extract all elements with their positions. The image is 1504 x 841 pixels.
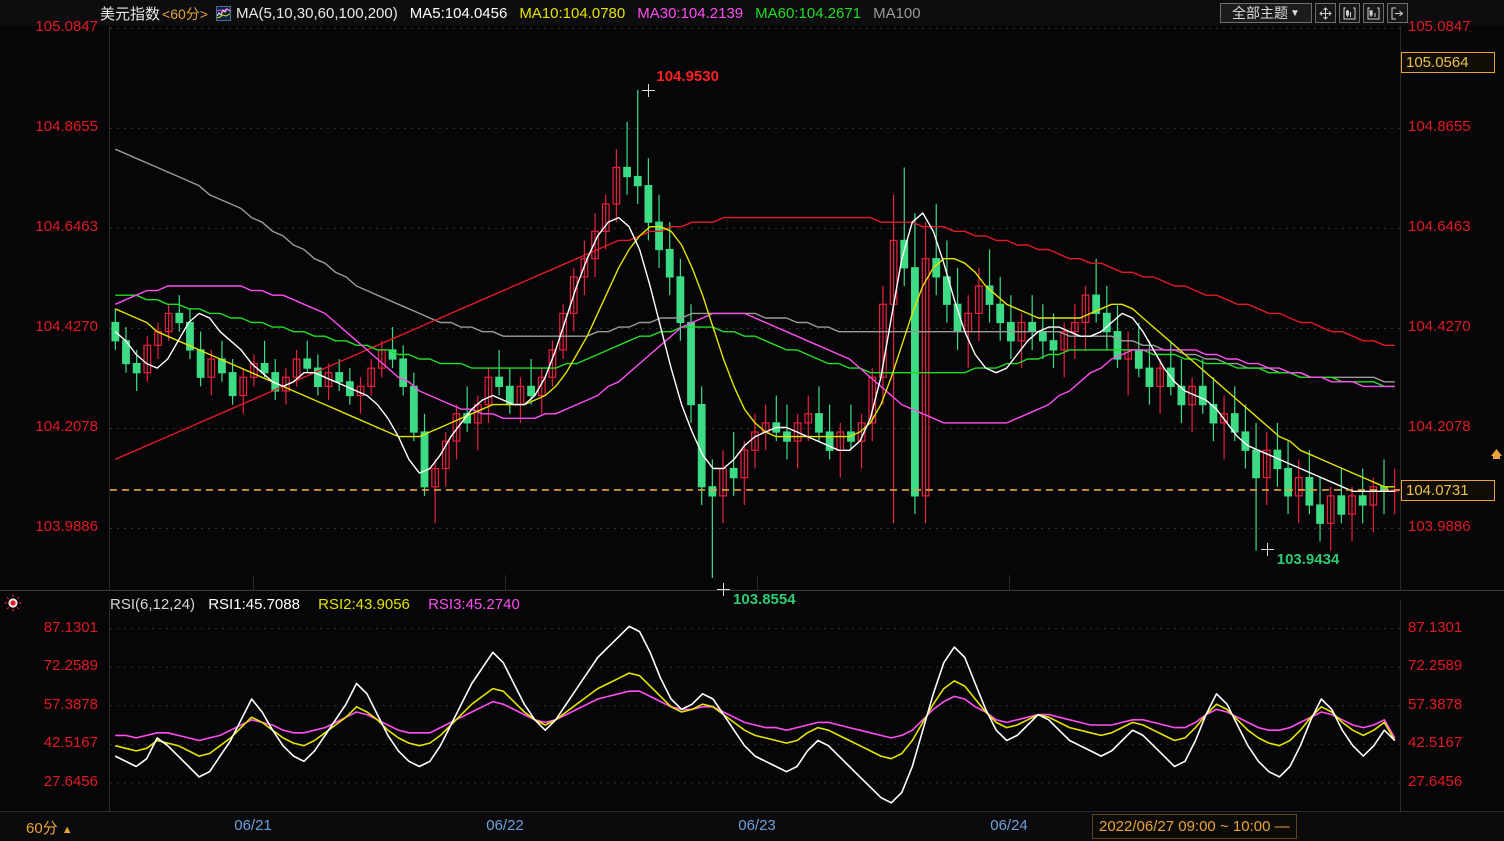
- ma10-value: MA10:104.0780: [519, 5, 626, 22]
- ma-chart-icon[interactable]: [215, 6, 231, 21]
- axis-tick-left-2: 57.3878: [43, 695, 98, 713]
- arrow-out-icon: [1391, 7, 1404, 20]
- axis-tick-left-5: 103.9886: [35, 518, 98, 536]
- axis-tick-left-3: 104.4270: [35, 318, 98, 336]
- expand-right-button[interactable]: [1387, 3, 1408, 23]
- ma5-value: MA5:104.0456: [409, 5, 508, 22]
- rsi-axis-right[interactable]: 87.1301 72.2589 57.3878 42.5167 27.6456: [1400, 600, 1504, 808]
- rsi2-value: RSI2:43.9056: [318, 596, 410, 613]
- axis-tick-right-0: 87.1301: [1408, 618, 1463, 636]
- time-range-badge: 2022/06/27 09:00 ~ 10:00 —: [1092, 814, 1297, 839]
- rsi-params-label: RSI(6,12,24): [110, 596, 196, 613]
- rsi3-value: RSI3:45.2740: [428, 596, 520, 613]
- axis-tick-left-1: 72.2589: [43, 657, 98, 675]
- date-tick-2: 06/23: [738, 817, 776, 834]
- date-gridline-2: [757, 575, 758, 591]
- price-axis-right[interactable]: 105.0847 104.8655 104.6463 104.4270 104.2078…: [1400, 18, 1504, 578]
- theme-dropdown[interactable]: 全部主题 ▼: [1220, 3, 1312, 23]
- period-label: 60分: [26, 820, 58, 837]
- axis-tick-left-4: 104.2078: [35, 418, 98, 436]
- date-gridline-1: [505, 575, 506, 591]
- last-price-arrow-icon: [1489, 447, 1504, 462]
- rsi-left-border: [109, 600, 110, 812]
- status-bar: 60分 ▲ 2022/06/27 09:00 ~ 10:00 — 06/21 06/…: [0, 812, 1504, 841]
- align-left-button[interactable]: [1363, 3, 1384, 23]
- price-chart-plot[interactable]: [110, 26, 1400, 578]
- panel-divider: [0, 590, 1504, 591]
- axis-tick-right-3: 104.4270: [1408, 318, 1471, 336]
- last-price-badge: 104.0731: [1401, 479, 1495, 501]
- date-gridline-3: [1009, 575, 1010, 591]
- rsi-legend: RSI(6,12,24) RSI1:45.7088 RSI2:43.9056 R…: [110, 596, 520, 613]
- triangle-up-icon: ▲: [61, 824, 73, 836]
- move-crosshair-button[interactable]: [1315, 3, 1336, 23]
- chevron-down-icon: ▼: [1290, 7, 1300, 19]
- high-marker-crosshair-icon: [642, 83, 656, 97]
- low-marker-crosshair-icon: [717, 583, 731, 597]
- indicator-legend: 美元指数 <60分> MA(5,10,30,60,100,200) MA5:10…: [100, 3, 933, 24]
- ma-params-label: MA(5,10,30,60,100,200): [235, 5, 398, 22]
- axis-tick-left-0: 105.0847: [35, 18, 98, 36]
- symbol-period: <60分>: [162, 5, 208, 22]
- chart-header: 美元指数 <60分> MA(5,10,30,60,100,200) MA5:10…: [0, 0, 1504, 26]
- plot-right-border: [1400, 26, 1401, 591]
- date-gridline-0: [253, 575, 254, 591]
- axis-tick-left-4: 27.6456: [43, 772, 98, 790]
- high-price-marker: 104.9530: [656, 67, 719, 85]
- symbol-name: 美元指数: [100, 6, 161, 23]
- zoom-region-button[interactable]: [1339, 3, 1360, 23]
- rsi-svg: [110, 625, 1400, 804]
- axis-tick-right-4: 104.2078: [1408, 418, 1471, 436]
- theme-dropdown-value: 全部主题: [1232, 5, 1289, 21]
- period-selector[interactable]: 60分 ▲: [26, 817, 73, 838]
- status-top-border: [0, 811, 1504, 812]
- axis-tick-left-0: 87.1301: [43, 618, 98, 636]
- price-axis-left[interactable]: 105.0847 104.8655 104.6463 104.4270 104.2078…: [0, 18, 104, 578]
- low-price-marker: 103.8554: [733, 591, 796, 609]
- axis-tick-left-3: 42.5167: [43, 734, 98, 752]
- rsi1-value: RSI1:45.7088: [208, 596, 300, 613]
- price-svg: [110, 27, 1400, 578]
- axis-tick-right-0: 105.0847: [1408, 18, 1471, 36]
- date-tick-3: 06/24: [990, 817, 1028, 834]
- chart-bracket-icon: [1343, 7, 1356, 20]
- move-arrows-icon: [1319, 6, 1332, 20]
- date-tick-0: 06/21: [234, 817, 272, 834]
- rsi-right-border: [1400, 600, 1401, 812]
- plot-left-border: [109, 26, 110, 591]
- ma60-value: MA60:104.2671: [755, 5, 862, 22]
- axis-tick-right-3: 42.5167: [1408, 734, 1463, 752]
- rsi-axis-left[interactable]: 87.1301 72.2589 57.3878 42.5167 27.6456: [0, 600, 104, 808]
- axis-tick-left-2: 104.6463: [35, 218, 98, 236]
- header-toolbar: 全部主题 ▼: [1220, 3, 1408, 23]
- low-marker-2-crosshair-icon: [1260, 543, 1274, 557]
- axis-tick-right-1: 104.8655: [1408, 118, 1471, 136]
- price-axis-top-badge: 105.0564: [1401, 52, 1495, 73]
- record-dot-icon[interactable]: [4, 594, 22, 612]
- rsi-chart-plot[interactable]: [110, 616, 1400, 808]
- axis-tick-right-5: 103.9886: [1408, 518, 1471, 536]
- axis-tick-right-2: 57.3878: [1408, 695, 1463, 713]
- low-price-marker-2: 103.9434: [1276, 551, 1340, 569]
- axis-tick-left-1: 104.8655: [35, 118, 98, 136]
- ma100-value: MA100: [873, 5, 921, 22]
- ma30-value: MA30:104.2139: [637, 5, 744, 22]
- date-tick-1: 06/22: [486, 817, 524, 834]
- axis-tick-right-2: 104.6463: [1408, 218, 1471, 236]
- chart-align-icon: [1367, 7, 1380, 20]
- axis-tick-right-4: 27.6456: [1408, 772, 1463, 790]
- axis-tick-right-1: 72.2589: [1408, 657, 1463, 675]
